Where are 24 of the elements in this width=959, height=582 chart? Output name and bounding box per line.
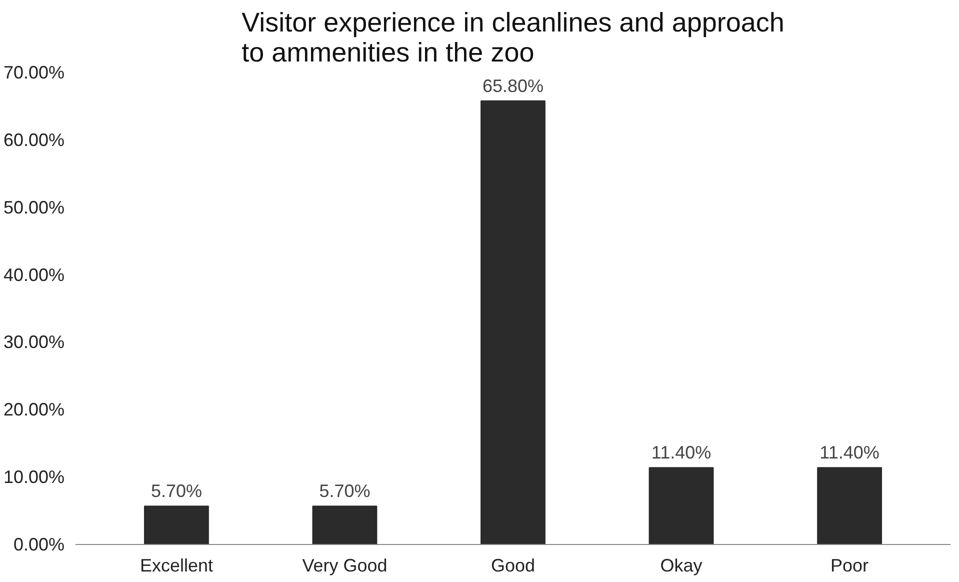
bar xyxy=(480,100,546,544)
y-tick-label: 50.00% xyxy=(3,197,65,218)
x-tick-label: Okay xyxy=(660,556,702,576)
bar xyxy=(312,506,378,544)
y-tick-label: 10.00% xyxy=(3,467,65,488)
y-tick-label: 20.00% xyxy=(3,400,65,420)
y-tick-label: 40.00% xyxy=(3,264,65,285)
y-tick-label: 70.00% xyxy=(3,62,65,82)
bar xyxy=(817,467,882,544)
y-tick-label: 60.00% xyxy=(3,130,65,150)
data-label: 11.40% xyxy=(820,442,880,463)
y-tick-label: 0.00% xyxy=(13,534,65,554)
y-tick-label: 30.00% xyxy=(3,332,65,352)
x-tick-label: Good xyxy=(490,556,536,576)
x-tick-label: Poor xyxy=(830,556,869,576)
data-label: 11.40% xyxy=(651,442,712,463)
data-label: 5.70% xyxy=(150,481,202,502)
x-tick-label: Very Good xyxy=(302,556,388,576)
data-label: 65.80% xyxy=(482,76,544,96)
chart-title: Visitor experience in cleanlines and approach to ammenities in the zoo xyxy=(242,8,784,68)
bar xyxy=(648,467,714,544)
bar xyxy=(144,506,209,544)
x-tick-label: Excellent xyxy=(140,556,213,576)
data-label: 5.70% xyxy=(319,481,370,502)
